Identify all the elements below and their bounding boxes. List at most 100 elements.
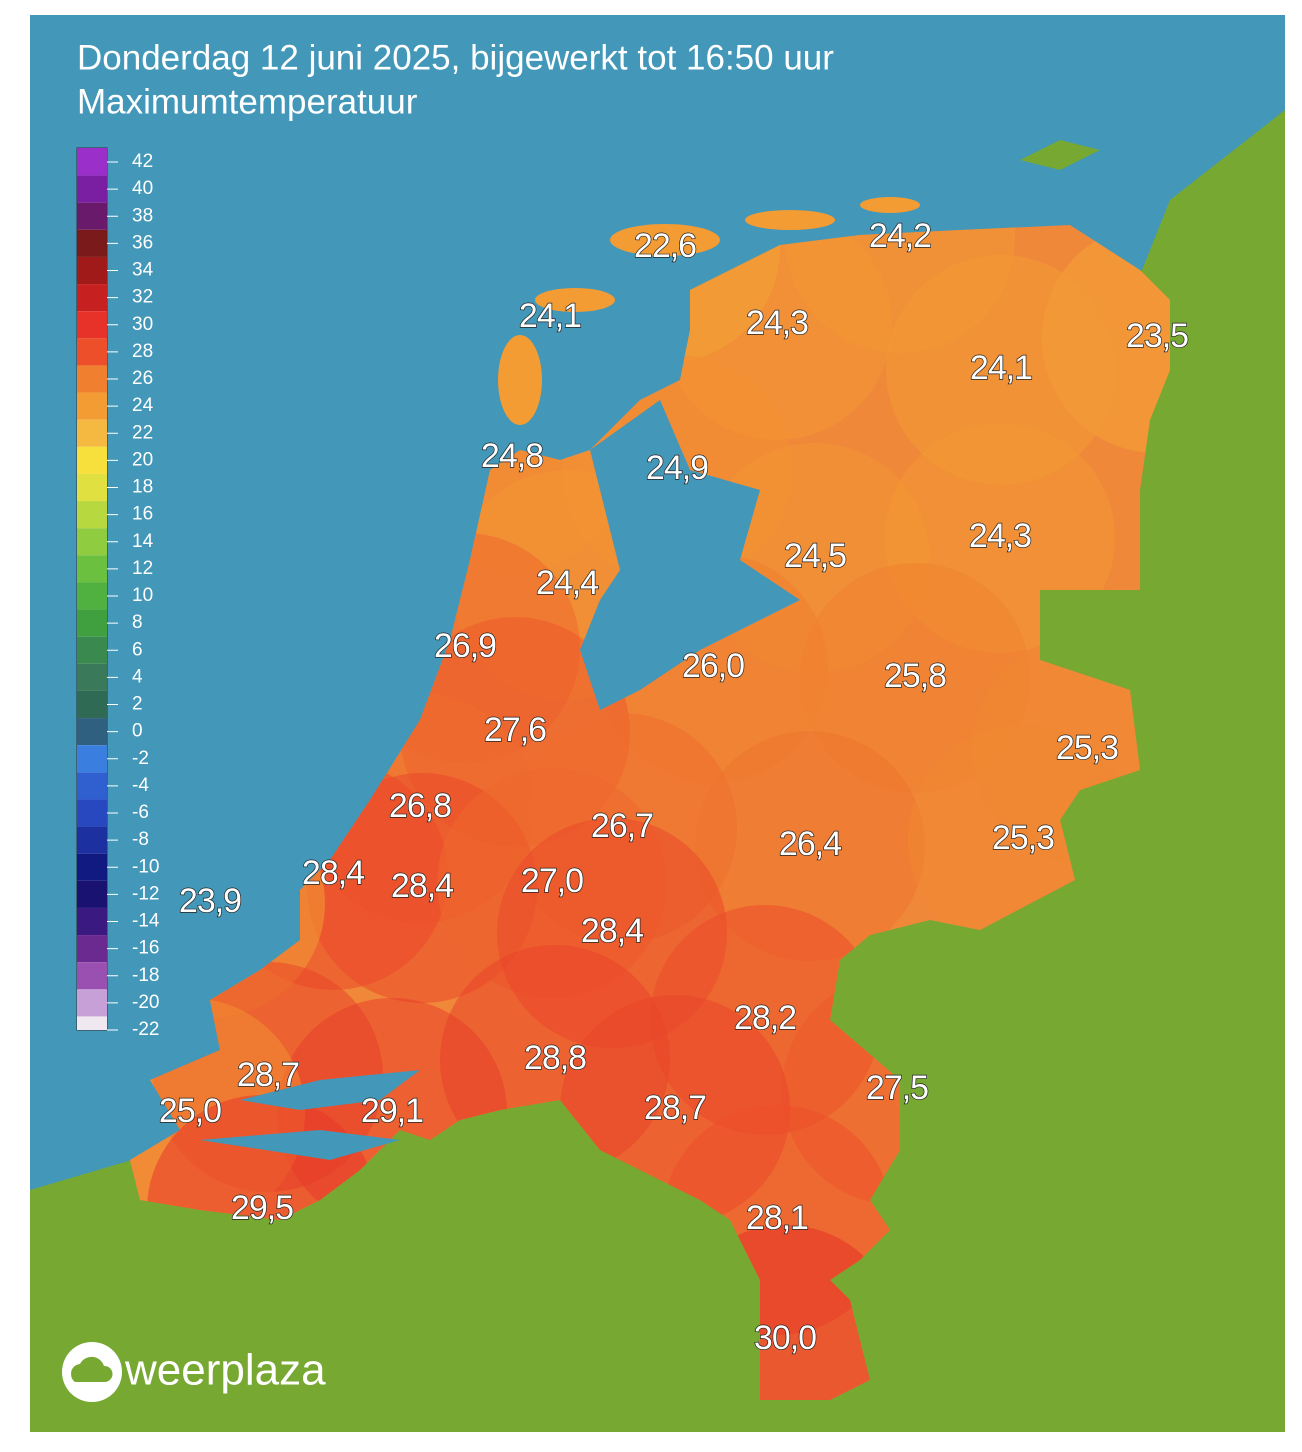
station-label: 26,0 [682,647,744,685]
logo-cloud [70,1356,113,1382]
colorbar-step [77,772,107,800]
colorbar-step [77,338,107,366]
tick-label: 36 [132,232,153,253]
colorbar-step [77,582,107,610]
station-label: 27,5 [866,1069,928,1107]
station-label: 29,1 [361,1092,423,1130]
estuary [240,1070,420,1110]
colorbar-step [77,880,107,908]
station-label: 24,4 [536,564,598,602]
title: Donderdag 12 juni 2025, bijgewerkt tot 1… [77,38,834,77]
station-label: 26,4 [779,825,841,863]
station-label: 24,9 [646,449,708,487]
ijsselmeer [580,400,800,710]
station-label: 28,7 [644,1089,706,1127]
station-label: 23,9 [179,882,241,920]
colorbar: 424038363432302826242220181614121086420-… [76,147,160,1040]
logo: weerplaza [124,1346,326,1395]
colorbar-step [77,853,107,881]
station-label: 22,6 [634,227,696,265]
tick-label: 28 [132,341,153,362]
tick-label: 10 [132,585,153,606]
colorbar-step [77,989,107,1017]
colorbar-step [77,935,107,963]
land [30,110,1285,1432]
station-label: 28,4 [391,867,453,905]
station-label: 23,5 [1126,317,1188,355]
colorbar-step [77,473,107,502]
station-label: 25,8 [884,657,946,695]
tick-label: 26 [132,368,153,389]
station-label: 24,2 [869,217,931,255]
temperature-field [800,563,1030,793]
colorbar-step [77,907,107,936]
island [860,197,920,213]
colorbar-step [77,284,107,312]
temperature-field [886,255,1116,485]
colorbar-step [77,745,107,773]
station-label: 28,1 [746,1199,808,1237]
colorbar-step [77,663,107,691]
station-label: 24,1 [970,349,1032,387]
colorbar-step [77,202,107,230]
colorbar-step [77,229,107,257]
tick-label: -10 [132,856,159,877]
tick-label: 0 [132,721,143,742]
tick-label: -14 [132,911,160,932]
station-label: 25,3 [992,819,1054,857]
colorbar-step [77,962,107,990]
tick-label: 42 [132,151,153,172]
tick-label: -6 [132,802,149,823]
tick-label: -20 [132,992,159,1013]
colorbar-step [77,392,107,420]
stations: 22,6 24,2 24,1 24,3 23,5 24,1 24,8 24,9 24,3 24,5… [158,216,1190,1357]
tick-label: 18 [132,477,153,498]
tick-label: 14 [132,531,154,552]
station-label: 28,4 [581,912,643,950]
colorbar-step [77,501,107,529]
tick-label: -18 [132,965,159,986]
tick-label: 38 [132,205,153,226]
colorbar-step [77,311,107,339]
island [610,224,720,256]
colorbar-step [77,419,107,447]
colorbar-step [77,256,107,285]
station-label: 25,3 [1056,729,1118,767]
colorbar-step [77,690,107,719]
colorbar-step [77,446,107,474]
tick-label: 34 [132,260,154,281]
island [535,288,615,312]
colorbar-step [77,148,107,176]
station-label: 28,7 [237,1056,299,1094]
colorbar-step [77,718,107,746]
colorbar-step [77,175,107,203]
island [745,210,835,230]
colorbar-step [77,365,107,393]
station-label: 24,1 [519,297,581,335]
station-label: 27,6 [484,711,546,749]
colorbar-step [77,799,107,827]
tick-label: 16 [132,504,153,525]
tick-label: 40 [132,178,153,199]
tick-label: -22 [132,1019,159,1040]
land [1020,140,1100,170]
colorbar-step [77,826,107,854]
station-label: 24,3 [969,517,1031,555]
station-label: 30,0 [754,1319,816,1357]
tick-label: 8 [132,612,143,633]
island [498,335,542,425]
colorbar-step [77,528,107,556]
tick-label: 2 [132,694,143,715]
station-label: 28,2 [734,999,796,1037]
station-label: 24,8 [481,437,543,475]
colorbar-step [77,609,107,637]
colorbar-step [77,1016,107,1030]
station-label: 28,8 [524,1039,586,1077]
tick-label: 22 [132,422,153,443]
subtitle: Maximumtemperatuur [77,82,418,121]
station-label: 29,5 [231,1189,293,1227]
tick-label: -2 [132,748,149,769]
tick-label: 12 [132,558,153,579]
